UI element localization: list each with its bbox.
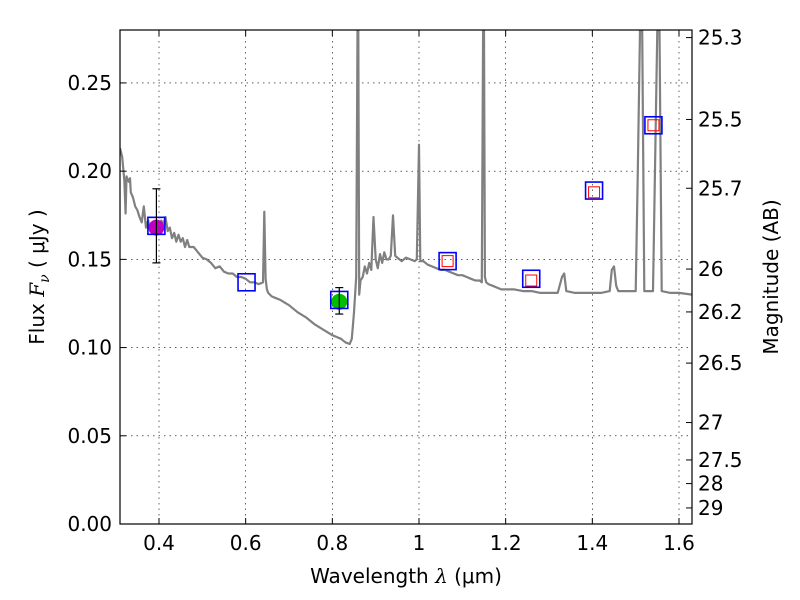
x-tick-label: 0.6 xyxy=(230,531,262,555)
model-box-inner-marker xyxy=(441,255,454,268)
x-tick-label: 1.2 xyxy=(490,531,522,555)
y-tick-label: 0.15 xyxy=(67,247,112,271)
x-tick-label: 1.6 xyxy=(663,531,695,555)
y-tick-label: 0.20 xyxy=(67,159,112,183)
y2-tick-label: 26.2 xyxy=(698,300,743,324)
y2-tick-label: 27.5 xyxy=(698,448,743,472)
x-axis-label: Wavelength λ (μm) xyxy=(310,564,502,588)
y-tick-label: 0.00 xyxy=(67,512,112,536)
y2-tick-label: 25.5 xyxy=(698,107,743,131)
model-box-marker xyxy=(438,251,457,271)
model-spectrum-line xyxy=(120,30,692,346)
model-box-marker xyxy=(584,181,604,200)
y2-tick-label: 27 xyxy=(698,411,723,435)
model-box-marker xyxy=(644,115,663,135)
model-box-inner-marker xyxy=(525,274,538,287)
y-tick-label: 0.10 xyxy=(67,336,112,360)
x-tick-label: 1.4 xyxy=(576,531,608,555)
x-tick-label: 0.8 xyxy=(316,531,348,555)
photometry-layer xyxy=(147,115,663,315)
model-box-inner-marker xyxy=(588,186,601,199)
y2-tick-label: 29 xyxy=(698,496,723,520)
model-box-marker xyxy=(237,272,256,292)
model-box-marker xyxy=(521,269,541,289)
y2-axis-label: Magnitude (AB) xyxy=(759,199,783,354)
y2-tick-label: 26.5 xyxy=(698,351,743,375)
x-tick-label: 0.4 xyxy=(143,531,175,555)
y-tick-label: 0.05 xyxy=(67,424,112,448)
y2-tick-label: 25.7 xyxy=(698,176,743,200)
model-box-inner-marker xyxy=(647,119,660,132)
y2-tick-label: 25.3 xyxy=(698,26,743,50)
axis-ticks: 0.4 0.6 0.8 1 1.2 1.4 1.6 0.00 0.05 0.10 0.15 0.20 0… xyxy=(67,26,742,555)
grid xyxy=(120,30,692,525)
y2-tick-label: 28 xyxy=(698,472,723,496)
y2-tick-label: 26 xyxy=(698,257,723,281)
plot-frame xyxy=(119,29,693,525)
model-spectrum-layer xyxy=(120,30,692,346)
y-axis-label: Flux Fν ( μJy ) xyxy=(25,209,53,344)
y-tick-label: 0.25 xyxy=(67,71,112,95)
x-tick-label: 1 xyxy=(413,531,426,555)
